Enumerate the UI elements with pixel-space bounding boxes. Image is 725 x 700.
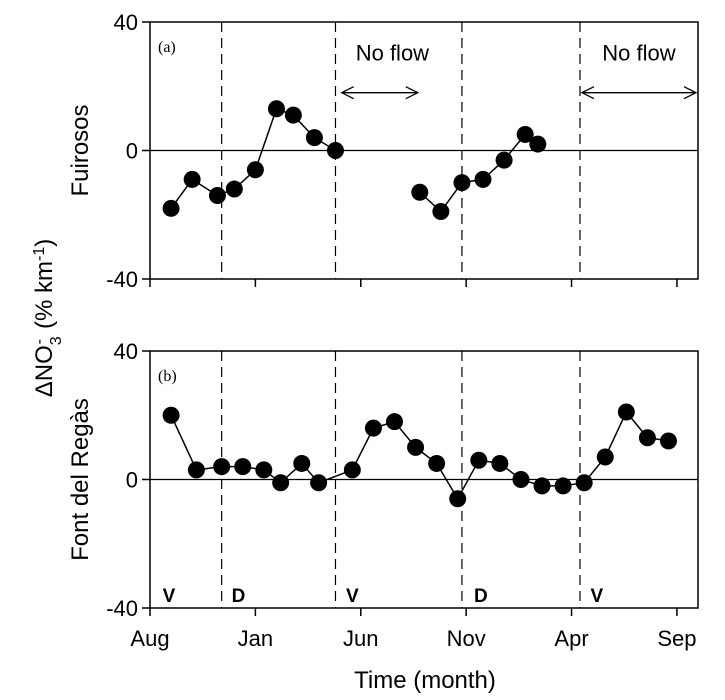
series-line	[170, 410, 669, 501]
y-tick-label: 0	[126, 468, 138, 493]
data-point	[453, 174, 471, 192]
y-tick-label: -40	[106, 267, 138, 292]
x-tick-label: Sep	[657, 626, 696, 651]
panel-label: (b)	[158, 368, 177, 385]
panel-y-axis-title: Fuirosos	[67, 104, 94, 196]
panels: -40 0 40 Fuirosos (a) No flow No flow -40 0 40 Aug…	[67, 10, 699, 651]
data-point	[305, 129, 323, 147]
data-point	[470, 451, 488, 469]
data-point	[474, 170, 492, 188]
data-point	[187, 461, 205, 479]
data-point	[343, 461, 361, 479]
no-flow-annotation: No flow	[602, 41, 675, 66]
data-point	[617, 403, 635, 421]
phase-label: D	[232, 586, 246, 607]
panel-b: -40 0 40 Aug Jan Jun Nov Apr Sep Font del Regàs (b…	[67, 339, 699, 651]
data-point	[208, 186, 226, 204]
y-tick-label: 40	[114, 339, 138, 364]
data-point	[575, 474, 593, 492]
y-tick-label: 40	[114, 10, 138, 35]
data-point	[246, 161, 264, 179]
arrow-head-right	[405, 86, 420, 100]
data-point	[310, 474, 328, 492]
data-point	[267, 100, 285, 118]
x-axis-title: Time (month)	[354, 667, 496, 694]
no-flow-annotation: No flow	[356, 41, 429, 66]
panel-a: -40 0 40 Fuirosos (a) No flow No flow	[67, 10, 699, 292]
x-tick-label: Jan	[238, 626, 273, 651]
arrow-head-left	[340, 86, 354, 100]
data-point	[284, 106, 302, 124]
x-tick-label: Apr	[554, 626, 588, 651]
data-point	[407, 438, 425, 456]
x-tick-label: Jun	[343, 626, 378, 651]
phase-label: V	[590, 586, 603, 607]
series-line	[170, 107, 336, 209]
data-point	[326, 142, 344, 159]
arrow-head-left	[580, 86, 595, 100]
phase-label: V	[346, 586, 359, 607]
data-point	[162, 406, 180, 424]
data-point	[411, 183, 429, 201]
phase-label: D	[474, 586, 488, 607]
phase-label: V	[163, 586, 176, 607]
data-point	[638, 429, 656, 447]
data-point	[225, 180, 243, 198]
data-point	[293, 454, 311, 472]
y-tick-label: 0	[126, 139, 138, 164]
data-point	[554, 477, 572, 495]
x-tick-label: Nov	[447, 626, 486, 651]
data-point	[529, 135, 547, 153]
y-tick-label: -40	[106, 596, 138, 621]
data-point	[234, 458, 252, 476]
panel-y-axis-title: Font del Regàs	[67, 398, 94, 561]
data-point	[491, 454, 509, 472]
data-point	[533, 477, 551, 495]
data-point	[272, 474, 290, 492]
data-point	[385, 413, 403, 431]
data-point	[596, 448, 614, 466]
arrow-head-right	[683, 86, 698, 100]
shared-y-axis-title: ΔNO3-(% km-1)	[31, 239, 65, 398]
data-point	[512, 471, 530, 488]
data-point	[255, 461, 273, 479]
data-point	[162, 199, 180, 217]
data-point	[516, 125, 534, 143]
data-point	[183, 170, 201, 188]
data-point	[213, 458, 231, 476]
data-point	[364, 419, 382, 437]
data-point	[449, 490, 467, 508]
data-point	[659, 432, 677, 450]
data-point	[495, 151, 513, 169]
data-point	[428, 454, 446, 472]
x-tick-label: Aug	[130, 626, 169, 651]
data-point	[432, 203, 450, 221]
panel-label: (a)	[158, 39, 176, 56]
